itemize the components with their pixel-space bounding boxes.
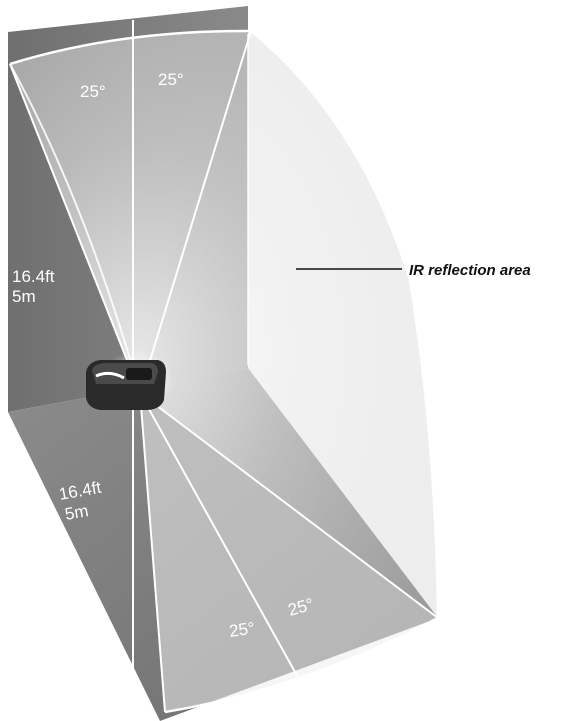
top-angle-right-label: 25° [158,70,184,89]
ray-top-right [139,30,252,394]
ray-top-left [9,63,141,394]
ray-bottom-center [139,392,306,691]
wall-distance-ft-label: 16.4ft [12,267,55,286]
ir-sensor-device [86,360,166,410]
floor-beam-area [140,393,438,712]
beam-inner-curve [9,63,141,394]
floor-distance-m-label: 5m [63,501,90,524]
wall-distance-m-label: 5m [12,287,36,306]
wall-beam-area [10,30,438,618]
beam-rays [9,20,439,715]
ray-bottom-left [139,392,166,713]
beam-boundary [9,29,440,714]
bottom-angle-left-label: 25° [228,619,256,641]
callout-label: IR reflection area [409,262,531,279]
top-angle-left-label: 25° [80,82,106,101]
ray-bottom-right [139,392,439,619]
